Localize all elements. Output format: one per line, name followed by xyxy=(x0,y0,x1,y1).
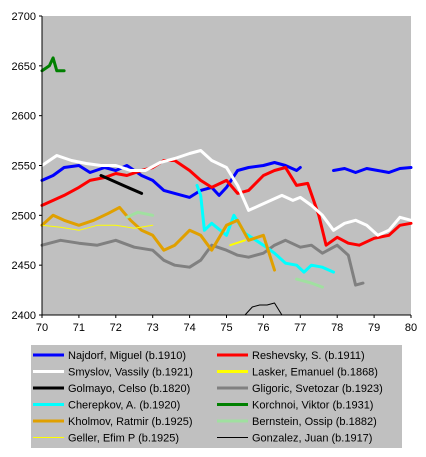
legend-label: Gligoric, Svetozar (b.1923) xyxy=(252,383,383,395)
x-tick-label: 77 xyxy=(294,322,306,334)
x-tick-label: 79 xyxy=(368,322,380,334)
series-line xyxy=(125,210,155,219)
legend-label: Reshevsky, S. (b.1911) xyxy=(252,350,365,362)
series-line xyxy=(229,239,246,247)
x-tick-label: 75 xyxy=(220,322,232,334)
x-tick-label: 72 xyxy=(110,322,122,334)
x-tick-label: 78 xyxy=(331,322,343,334)
series-line xyxy=(40,205,276,272)
series-line xyxy=(40,238,365,287)
y-tick-label: 2400 xyxy=(12,310,36,322)
series-line xyxy=(244,302,283,316)
series-line xyxy=(332,166,413,174)
legend-label: Gonzalez, Juan (b.1917) xyxy=(252,433,372,445)
legend-label: Kholmov, Ratmir (b.1925) xyxy=(68,416,193,428)
y-tick-label: 2700 xyxy=(12,11,36,23)
x-tick-label: 80 xyxy=(405,322,417,334)
y-tick-label: 2450 xyxy=(12,260,36,272)
legend-label: Najdorf, Miguel (b.1910) xyxy=(68,350,186,362)
legend-box xyxy=(31,345,402,448)
series-line xyxy=(99,174,144,195)
series-line xyxy=(40,56,66,73)
legend: Najdorf, Miguel (b.1910) Reshevsky, S. (b… xyxy=(33,350,383,445)
y-tick-label: 2600 xyxy=(12,111,36,123)
x-tick-label: 74 xyxy=(183,322,195,334)
series-line xyxy=(40,161,302,199)
series-line xyxy=(41,224,154,231)
series-line xyxy=(295,277,324,289)
series-line xyxy=(40,149,413,237)
x-tick-label: 71 xyxy=(73,322,85,334)
x-tick-label: 70 xyxy=(36,322,48,334)
x-tick-label: 73 xyxy=(147,322,159,334)
legend-label: Geller, Efim P (b.1925) xyxy=(68,433,179,445)
y-tick-label: 2650 xyxy=(12,61,36,73)
legend-label: Bernstein, Ossip (b.1882) xyxy=(252,416,377,428)
y-tick-label: 2500 xyxy=(12,210,36,222)
series-line xyxy=(195,183,335,274)
legend-label: Cherepkov, A. (b.1920) xyxy=(68,400,180,412)
legend-label: Golmayo, Celso (b.1820) xyxy=(68,383,190,395)
series-layer xyxy=(40,56,413,316)
x-tick-label: 76 xyxy=(257,322,269,334)
legend-label: Korchnoi, Viktor (b.1931) xyxy=(252,400,373,412)
legend-label: Smyslov, Vassily (b.1921) xyxy=(68,367,193,379)
legend-label: Lasker, Emanuel (b.1868) xyxy=(252,367,378,379)
y-tick-label: 2550 xyxy=(12,161,36,173)
